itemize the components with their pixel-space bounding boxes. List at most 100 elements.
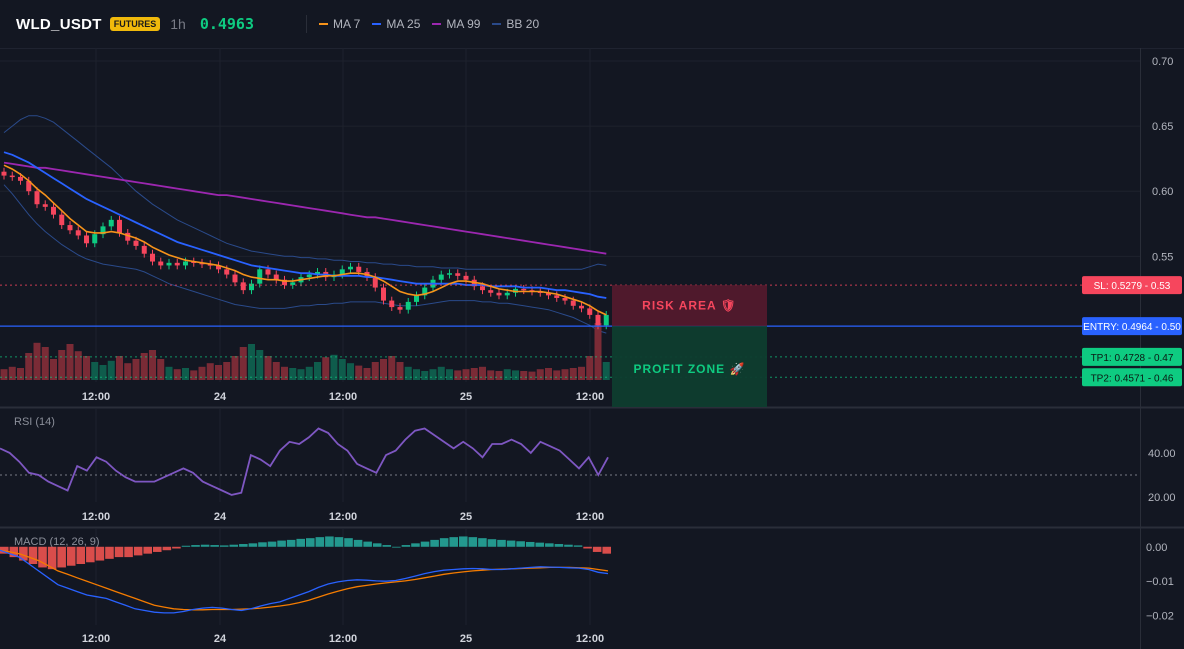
volume-bar: [91, 362, 99, 380]
macd-histogram-bar: [66, 546, 76, 566]
volume-bar: [256, 350, 264, 380]
volume-bar: [83, 356, 90, 380]
macd-histogram-bar: [602, 546, 611, 554]
candle: [447, 273, 452, 275]
macd-histogram-bar: [153, 546, 162, 552]
price-axis-label: 0.70: [1152, 56, 1173, 68]
rsi-axis-label: 40.00: [1148, 448, 1176, 460]
macd-pane-title: MACD (12, 26, 9): [14, 536, 100, 548]
volume-bar: [363, 368, 371, 380]
candle: [34, 191, 40, 205]
candle: [158, 261, 164, 266]
macd-histogram-bar: [124, 546, 133, 558]
candle: [9, 175, 15, 178]
candle: [595, 314, 601, 326]
legend-ma99-swatch: [432, 23, 442, 25]
macd-histogram-bar: [114, 546, 124, 558]
bb-upper-line: [3, 115, 607, 270]
volume-bar: [297, 369, 305, 380]
volume-bar: [132, 359, 140, 380]
tp2-tag-label: TP2: 0.4571 - 0.46: [1091, 373, 1174, 384]
legend-ma25-label: MA 25: [386, 17, 421, 31]
macd-histogram-bar: [564, 544, 573, 547]
macd-histogram-bar: [382, 545, 392, 547]
volume-bar: [338, 359, 346, 380]
macd-histogram-bar: [439, 538, 449, 547]
interval-selector[interactable]: 1h: [170, 16, 186, 32]
volume-bar: [355, 365, 363, 380]
volume-bar: [569, 368, 577, 380]
candle: [579, 305, 584, 309]
candle: [1, 171, 7, 176]
macd-histogram-bar: [9, 546, 19, 558]
macd-histogram-bar: [219, 545, 229, 547]
volume-bar: [322, 357, 330, 380]
candle: [240, 282, 246, 291]
macd-histogram-bar: [191, 545, 200, 547]
tp2-tag: [1082, 368, 1182, 387]
candle: [108, 219, 114, 227]
candle: [18, 176, 23, 181]
risk-area-label: RISK AREA 🛡: [642, 299, 737, 313]
volume-bar: [503, 369, 511, 380]
volume-bar: [512, 370, 519, 380]
volume-bar: [495, 371, 503, 380]
candle: [315, 271, 320, 275]
candle: [397, 307, 403, 310]
rsi-time-axis-label: 25: [460, 511, 472, 523]
entry-tag-label: ENTRY: 0.4964 - 0.50: [1083, 322, 1181, 333]
macd-histogram-bar: [401, 545, 411, 547]
candle: [587, 308, 593, 315]
macd-histogram-bar: [172, 546, 181, 549]
legend-bb20[interactable]: BB 20: [492, 17, 539, 31]
candle: [174, 262, 180, 266]
chart-area[interactable]: 0.70 0.65 0.60 0.55 RISK AREA 🛡 PROFIT ZONE 🚀…: [0, 48, 1184, 649]
volume-bar: [536, 369, 544, 380]
candle: [67, 225, 73, 231]
volume-bar: [116, 356, 123, 380]
macd-histogram-bar: [392, 546, 401, 548]
macd-histogram-bar: [573, 545, 583, 547]
candle: [488, 290, 494, 293]
volume-bar: [107, 360, 115, 380]
volume-bar: [404, 366, 412, 380]
macd-histogram-bar: [411, 543, 420, 547]
candle: [562, 297, 568, 301]
volume-bar: [231, 356, 239, 380]
volume-bar: [528, 371, 536, 380]
candle: [141, 245, 147, 254]
macd-time-axis-label: 12:00: [82, 633, 110, 645]
rsi-time-axis-label: 12:00: [329, 511, 357, 523]
candle: [166, 262, 172, 266]
macd-histogram-bar: [363, 541, 372, 547]
macd-histogram-bar: [468, 537, 478, 547]
macd-histogram-bar: [315, 537, 325, 547]
macd-histogram-bar: [181, 545, 191, 547]
macd-histogram-bar: [57, 546, 66, 568]
candle: [84, 235, 89, 244]
macd-axis-label: −0.02: [1146, 611, 1174, 623]
tp1-tag: [1082, 347, 1182, 366]
rsi-axis-label: 20.00: [1148, 492, 1176, 504]
macd-histogram-bar: [133, 546, 143, 556]
macd-histogram-bar: [478, 538, 487, 547]
candle: [356, 266, 362, 272]
rsi-pane-title: RSI (14): [14, 416, 55, 428]
rsi-time-axis-label: 12:00: [576, 511, 604, 523]
macd-histogram-bar: [325, 536, 334, 547]
time-axis-label: 12:00: [82, 391, 110, 403]
legend-ma25[interactable]: MA 25: [372, 17, 420, 31]
symbol-name[interactable]: WLD_USDT: [16, 15, 102, 33]
macd-histogram-bar: [430, 539, 439, 547]
volume-bar: [388, 356, 396, 380]
macd-axis-label: −0.01: [1146, 576, 1174, 588]
volume-bar: [190, 370, 198, 380]
rsi-time-axis-label: 12:00: [82, 511, 110, 523]
legend-ma7[interactable]: MA 7: [319, 17, 360, 31]
macd-histogram-bar: [239, 544, 248, 547]
futures-badge: FUTURES: [109, 17, 161, 31]
legend-ma99[interactable]: MA 99: [432, 17, 480, 31]
volume-bar: [578, 366, 585, 380]
rsi-time-axis-label: 24: [214, 511, 227, 523]
price-axis-label: 0.60: [1152, 186, 1173, 198]
